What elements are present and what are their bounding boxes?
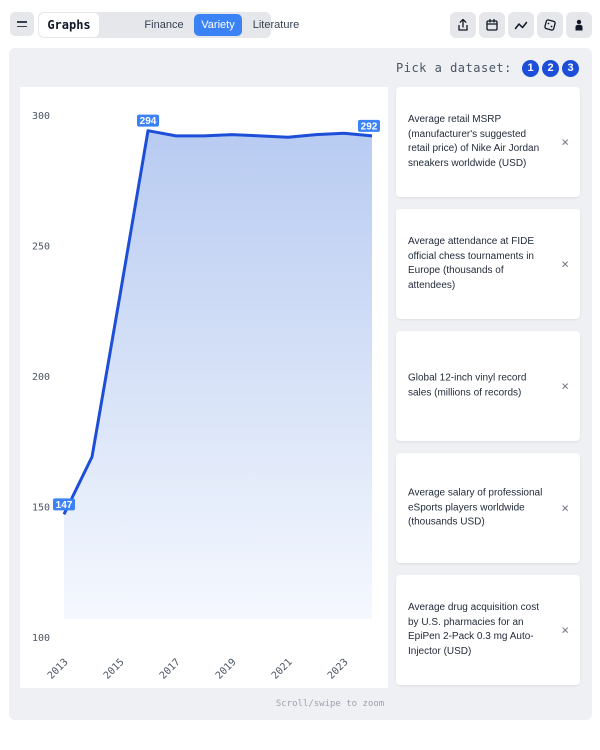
menu-icon: [17, 21, 27, 23]
y-tick-label: 200: [32, 372, 50, 383]
data-label: 147: [53, 498, 75, 511]
close-icon[interactable]: ×: [561, 256, 569, 272]
trend-button[interactable]: [508, 12, 534, 38]
y-tick-label: 150: [32, 503, 50, 514]
data-label: 294: [137, 114, 159, 127]
close-icon[interactable]: ×: [561, 622, 569, 638]
dataset-card-4[interactable]: Average salary of professional eSports p…: [396, 453, 580, 563]
data-label-box: [53, 498, 75, 511]
area-fill: [64, 130, 372, 619]
category-tabs: Graphs Finance Variety Literature: [38, 12, 299, 38]
x-tick-label: 2017: [158, 657, 183, 682]
dataset-card-5[interactable]: Average drug acquisition cost by U.S. ph…: [396, 575, 580, 685]
dataset-option-2[interactable]: 2: [542, 60, 559, 77]
profile-button[interactable]: [566, 12, 592, 38]
dataset-picker-label: Pick a dataset:: [396, 61, 512, 75]
dataset-card-label: Global 12-inch vinyl record sales (milli…: [408, 372, 527, 399]
menu-button[interactable]: [10, 12, 34, 36]
dataset-card-label: Average drug acquisition cost by U.S. ph…: [408, 602, 540, 657]
dataset-card-2[interactable]: Average attendance at FIDE official ches…: [396, 209, 580, 319]
dataset-card-3[interactable]: Global 12-inch vinyl record sales (milli…: [396, 331, 580, 441]
area-chart: 100 150 200 250 300 2013 2015 2017 2019 2021 2023…: [32, 111, 380, 682]
close-icon[interactable]: ×: [561, 500, 569, 516]
dataset-card-label: Average retail MSRP (manufacturer's sugg…: [408, 114, 540, 169]
brand-tab[interactable]: Graphs: [39, 13, 99, 37]
tab-literature[interactable]: Literature: [252, 19, 300, 31]
calendar-button[interactable]: [479, 12, 505, 38]
data-label: 292: [358, 119, 380, 132]
data-label-text: 147: [56, 500, 73, 511]
dataset-card-1[interactable]: Average retail MSRP (manufacturer's sugg…: [396, 87, 580, 197]
zoom-hint: Scroll/swipe to zoom: [275, 699, 385, 709]
person-icon: [575, 19, 583, 31]
data-label-text: 292: [361, 121, 378, 132]
x-tick-label: 2021: [270, 657, 295, 682]
share-icon: [458, 18, 468, 31]
top-bar: Graphs Finance Variety Literature: [0, 0, 600, 48]
dataset-option-1[interactable]: 1: [522, 60, 539, 77]
x-tick-label: 2015: [102, 657, 127, 682]
series-line: [62, 129, 373, 515]
dice-icon: [544, 19, 556, 31]
x-tick-label: 2023: [326, 657, 351, 682]
data-label-text: 294: [140, 116, 157, 127]
y-tick-label: 100: [32, 633, 50, 644]
close-icon[interactable]: ×: [561, 134, 569, 150]
y-tick-label: 250: [32, 242, 50, 253]
random-button[interactable]: [537, 12, 563, 38]
menu-icon-bar: [17, 25, 27, 28]
dataset-option-3[interactable]: 3: [562, 60, 579, 77]
data-label-box: [137, 114, 159, 127]
trend-icon: [514, 21, 528, 30]
calendar-icon: [486, 18, 498, 31]
tab-variety[interactable]: Variety: [194, 14, 242, 36]
dataset-card-label: Average attendance at FIDE official ches…: [408, 236, 535, 291]
tab-finance[interactable]: Finance: [144, 19, 184, 31]
y-tick-label: 300: [32, 111, 50, 122]
close-icon[interactable]: ×: [561, 378, 569, 394]
dataset-card-label: Average salary of professional eSports p…: [408, 487, 543, 528]
share-button[interactable]: [450, 12, 476, 38]
data-label-box: [358, 119, 380, 132]
chart-area[interactable]: 100 150 200 250 300 2013 2015 2017 2019 2021 2023…: [20, 87, 388, 688]
x-tick-label: 2013: [46, 657, 71, 682]
x-tick-label: 2019: [214, 657, 239, 682]
